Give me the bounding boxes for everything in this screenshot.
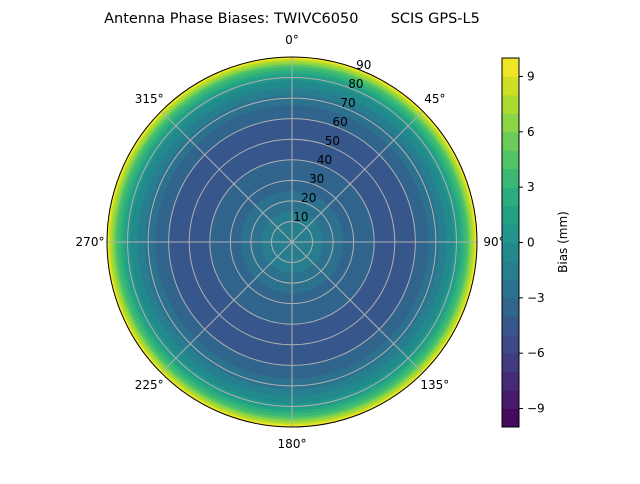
colorbar-level [502, 131, 519, 151]
colorbar-tick-label: −6 [527, 346, 545, 360]
colorbar-level [502, 297, 519, 317]
radial-tick-labels: 10 20 30 40 50 60 70 80 90 [293, 58, 371, 224]
angular-gridline [160, 110, 293, 243]
radial-tick-label: 20 [301, 191, 316, 205]
angle-tick-label: 315° [135, 92, 164, 106]
chart-title: Antenna Phase Biases: TWIVC6050 SCIS GPS… [104, 11, 480, 27]
radial-tick-label: 10 [293, 210, 308, 224]
colorbar-level [502, 242, 519, 262]
angle-tick-label: 180° [278, 437, 307, 451]
angular-gridline [291, 241, 424, 374]
polar-grid [107, 57, 477, 427]
colorbar-level [502, 150, 519, 170]
colorbar-level [502, 260, 519, 280]
radial-tick-label: 80 [348, 77, 363, 91]
angle-tick-labels: 0° 45° 90° 135° 180° 225° 270° 315° [76, 33, 505, 451]
angle-tick-label: 270° [76, 235, 105, 249]
colorbar-level [502, 205, 519, 225]
colorbar-level [502, 279, 519, 299]
colorbar-level [502, 168, 519, 188]
angle-tick-label: 90° [483, 235, 504, 249]
angle-tick-label: 135° [420, 378, 449, 392]
colorbar-tick-label: 9 [527, 69, 535, 83]
colorbar-level [502, 94, 519, 114]
radial-tick-label: 30 [309, 172, 324, 186]
radial-tick-label: 70 [340, 96, 355, 110]
angle-tick-label: 45° [424, 92, 445, 106]
colorbar-level [502, 408, 519, 428]
colorbar-tick-label: 3 [527, 180, 535, 194]
colorbar-level [502, 113, 519, 133]
colorbar-level [502, 224, 519, 243]
radial-tick-label: 40 [317, 153, 332, 167]
colorbar-level [502, 316, 519, 336]
angular-gridline [160, 241, 293, 374]
colorbar-level [502, 334, 519, 354]
colorbar-level [502, 353, 519, 373]
colorbar-level [502, 390, 519, 410]
radial-tick-label: 50 [325, 134, 340, 148]
colorbar-label: Bias (mm) [556, 211, 570, 273]
colorbar-tick-label: −9 [527, 402, 545, 416]
colorbar: −9 −6 −3 0 3 6 9 [501, 57, 545, 428]
colorbar-tick-label: 6 [527, 125, 535, 139]
colorbar-level [502, 371, 519, 391]
angle-tick-label: 0° [285, 33, 299, 47]
radial-tick-label: 90 [356, 58, 371, 72]
colorbar-level [502, 76, 519, 96]
colorbar-tick-label: −3 [527, 291, 545, 305]
colorbar-level [502, 58, 519, 77]
angle-tick-label: 225° [135, 378, 164, 392]
colorbar-level [502, 187, 519, 207]
polar-frame [106, 56, 478, 428]
radial-tick-label: 60 [333, 115, 348, 129]
angular-gridline [291, 110, 424, 243]
colorbar-tick-label: 0 [527, 236, 535, 250]
